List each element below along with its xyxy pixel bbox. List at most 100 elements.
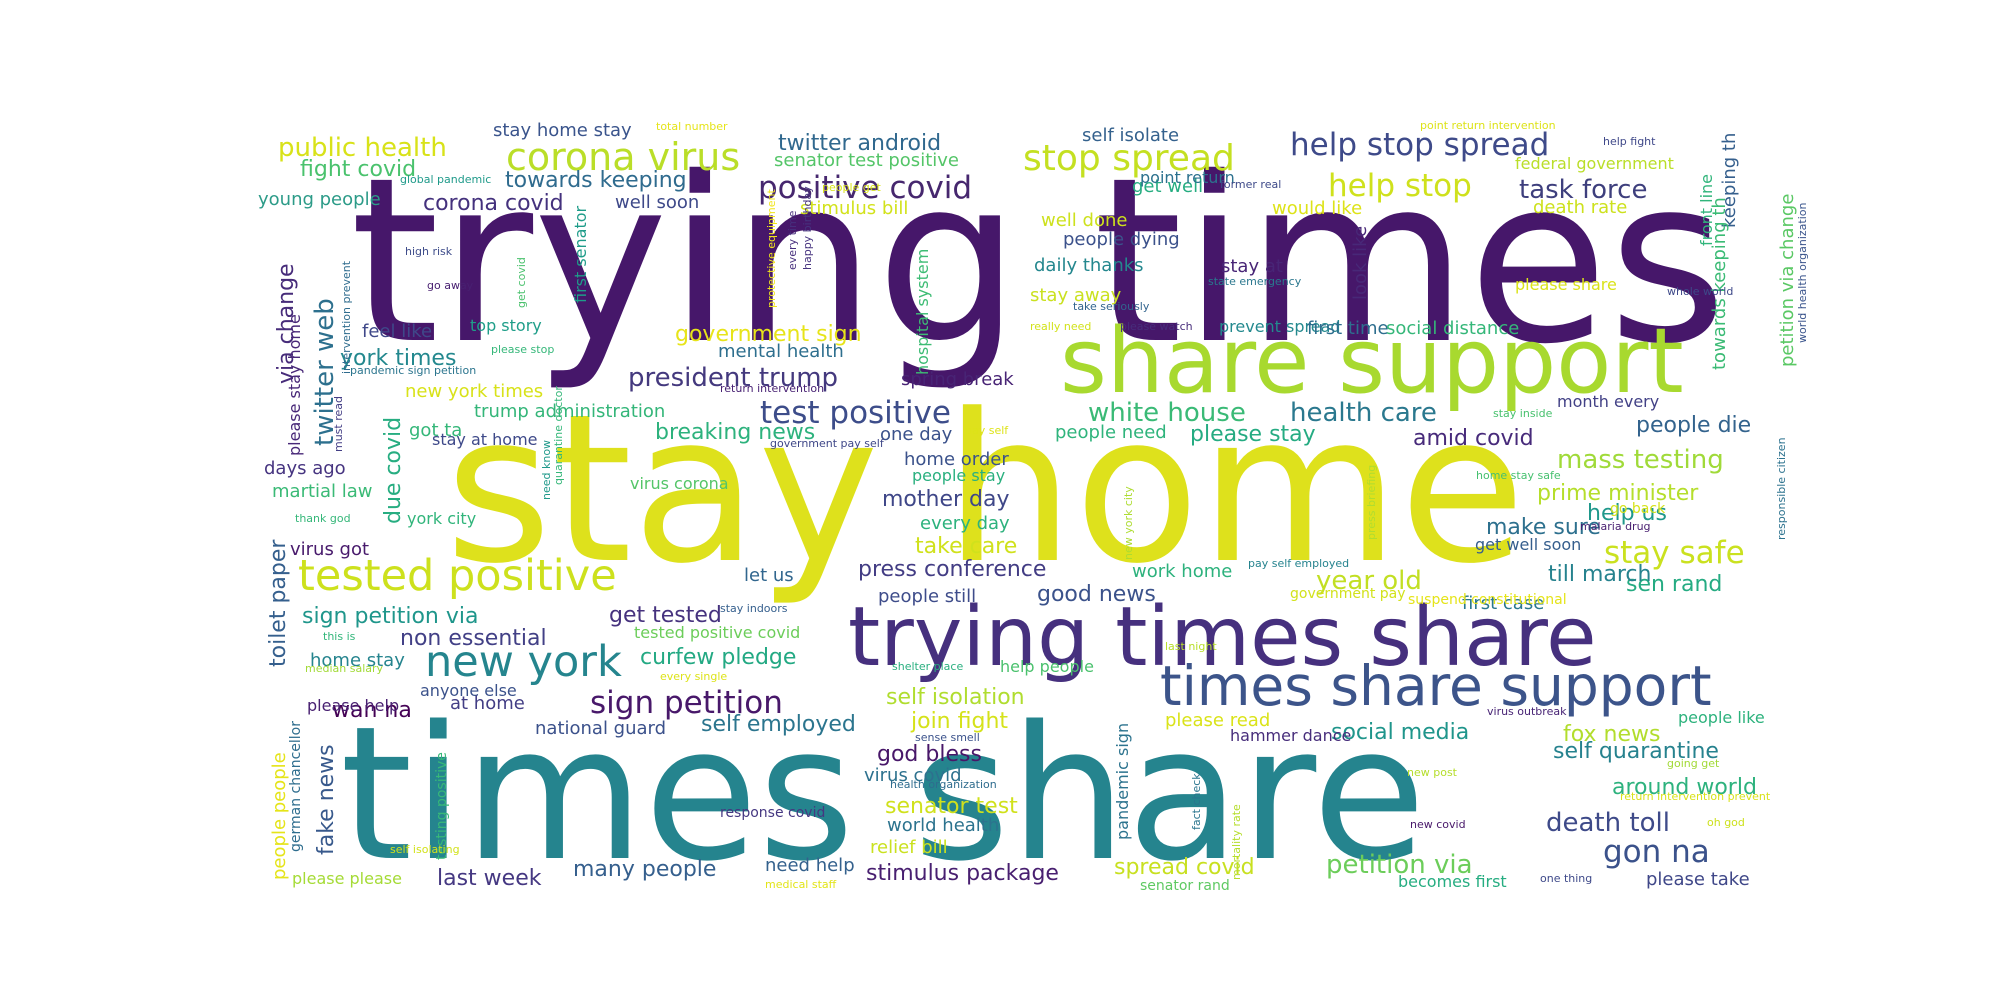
cloud-word: many people: [573, 857, 716, 882]
cloud-word: non essential: [400, 626, 547, 651]
cloud-word: stay safe: [1604, 535, 1745, 571]
cloud-word: stay inside: [1493, 407, 1553, 420]
cloud-word: corona covid: [423, 191, 564, 216]
cloud-word: at home: [450, 693, 525, 714]
cloud-word: virus outbreak: [1487, 705, 1567, 718]
cloud-word: former real: [1220, 178, 1281, 191]
cloud-word: return intervention prevent: [1620, 790, 1771, 803]
cloud-word: twitter android: [778, 131, 941, 156]
cloud-word: join fight: [910, 709, 1008, 734]
cloud-word: national guard: [535, 718, 666, 739]
cloud-word: people like: [1678, 708, 1765, 727]
cloud-word: going get: [1667, 757, 1720, 770]
cloud-word: front line: [1697, 174, 1716, 246]
cloud-word: toilet paper: [266, 539, 291, 667]
cloud-word: pay self: [965, 424, 1009, 437]
cloud-word: mother day: [882, 487, 1010, 512]
cloud-word: month every: [1557, 392, 1659, 411]
cloud-word: senator test positive: [774, 150, 959, 171]
cloud-word: government pay: [1290, 586, 1406, 602]
cloud-word: people still: [878, 586, 976, 607]
cloud-word: last night: [1165, 640, 1217, 653]
cloud-word: virus covid: [864, 765, 962, 786]
cloud-word: prime minister: [1537, 481, 1699, 506]
cloud-word: pay self employed: [1248, 557, 1349, 570]
cloud-word: this is: [323, 630, 356, 643]
cloud-word: white house: [1088, 398, 1246, 428]
cloud-word: well soon: [615, 192, 699, 213]
cloud-word: federal government: [1515, 154, 1674, 173]
cloud-word: via change: [274, 263, 299, 384]
cloud-word: death rate: [1533, 197, 1627, 218]
cloud-word: stay indoors: [720, 602, 788, 615]
cloud-word: take seriously: [1073, 300, 1150, 313]
cloud-word: fight covid: [300, 157, 416, 182]
cloud-word: self quarantine: [1553, 739, 1719, 764]
cloud-word: government sign: [675, 322, 862, 347]
cloud-word: every single: [660, 670, 727, 683]
cloud-word: responsible citizen: [1775, 437, 1788, 540]
cloud-word: twitter web: [310, 298, 340, 446]
cloud-word: medical staff: [765, 878, 837, 891]
cloud-word: help stop: [1328, 168, 1472, 204]
cloud-word: pandemic sign petition: [350, 364, 476, 377]
cloud-word: times share support: [1160, 654, 1712, 718]
cloud-word: prevent spread: [1219, 317, 1341, 336]
cloud-word: amid covid: [1413, 426, 1534, 451]
cloud-word: malaria drug: [1580, 520, 1651, 533]
cloud-word: task force: [1519, 175, 1647, 205]
cloud-word: please watch: [1120, 320, 1193, 333]
cloud-word: feel like: [362, 321, 432, 342]
cloud-word: must read: [332, 396, 345, 452]
cloud-word: stimulus package: [866, 861, 1059, 886]
cloud-word: get tested: [609, 603, 722, 628]
cloud-word: stay at home: [432, 430, 538, 449]
cloud-word: return intervention: [720, 382, 824, 395]
cloud-word: well done: [1041, 210, 1127, 231]
cloud-word: go back: [1610, 501, 1666, 517]
cloud-word: point return: [1140, 168, 1235, 187]
cloud-word: daily thanks: [1034, 255, 1144, 276]
cloud-word: please please: [292, 869, 402, 888]
cloud-word: home stay safe: [1476, 469, 1561, 482]
cloud-word: curfew pledge: [640, 645, 796, 670]
cloud-word: senator rand: [1140, 878, 1230, 894]
cloud-word: would like: [1272, 198, 1362, 219]
cloud-word: virus corona: [630, 474, 729, 493]
cloud-word: mental health: [718, 341, 844, 362]
cloud-word: people stay: [912, 466, 1005, 485]
cloud-word: self employed: [701, 712, 856, 737]
cloud-word: senator test: [885, 794, 1018, 819]
cloud-word: new covid: [1410, 818, 1466, 831]
cloud-word: days ago: [264, 458, 346, 479]
cloud-word: year old: [1316, 566, 1422, 596]
cloud-word: got ta: [409, 420, 462, 441]
cloud-word: new york: [425, 637, 622, 687]
cloud-word: german chancellor: [288, 721, 304, 852]
cloud-word: towards keeping: [505, 168, 687, 193]
cloud-word: press conference: [858, 557, 1046, 582]
cloud-word: point return intervention: [1420, 119, 1556, 132]
cloud-word: tested positive covid: [634, 623, 800, 642]
cloud-word: positive covid: [758, 170, 972, 206]
cloud-word: please read: [1165, 710, 1270, 731]
cloud-word: help us: [1587, 501, 1667, 526]
cloud-word: social media: [1331, 720, 1469, 745]
cloud-word: let us: [744, 565, 794, 586]
cloud-word: trump administration: [474, 401, 665, 422]
cloud-word: please stop: [491, 343, 554, 356]
cloud-word: public health: [278, 133, 447, 163]
cloud-word: first time: [1307, 318, 1389, 339]
cloud-word: trying times: [350, 128, 1727, 394]
cloud-word: york city: [407, 509, 476, 528]
cloud-word: every time: [786, 210, 799, 270]
cloud-word: please help: [307, 696, 399, 715]
cloud-word: sense smell: [915, 731, 980, 744]
cloud-word: suspend constitutional: [1408, 592, 1567, 608]
cloud-word: press briefing: [1365, 465, 1378, 540]
cloud-word: corona virus: [506, 135, 740, 179]
cloud-word: around world: [1612, 775, 1757, 800]
cloud-word: towards keeping th: [1709, 197, 1730, 370]
cloud-word: becomes first: [1398, 872, 1507, 891]
